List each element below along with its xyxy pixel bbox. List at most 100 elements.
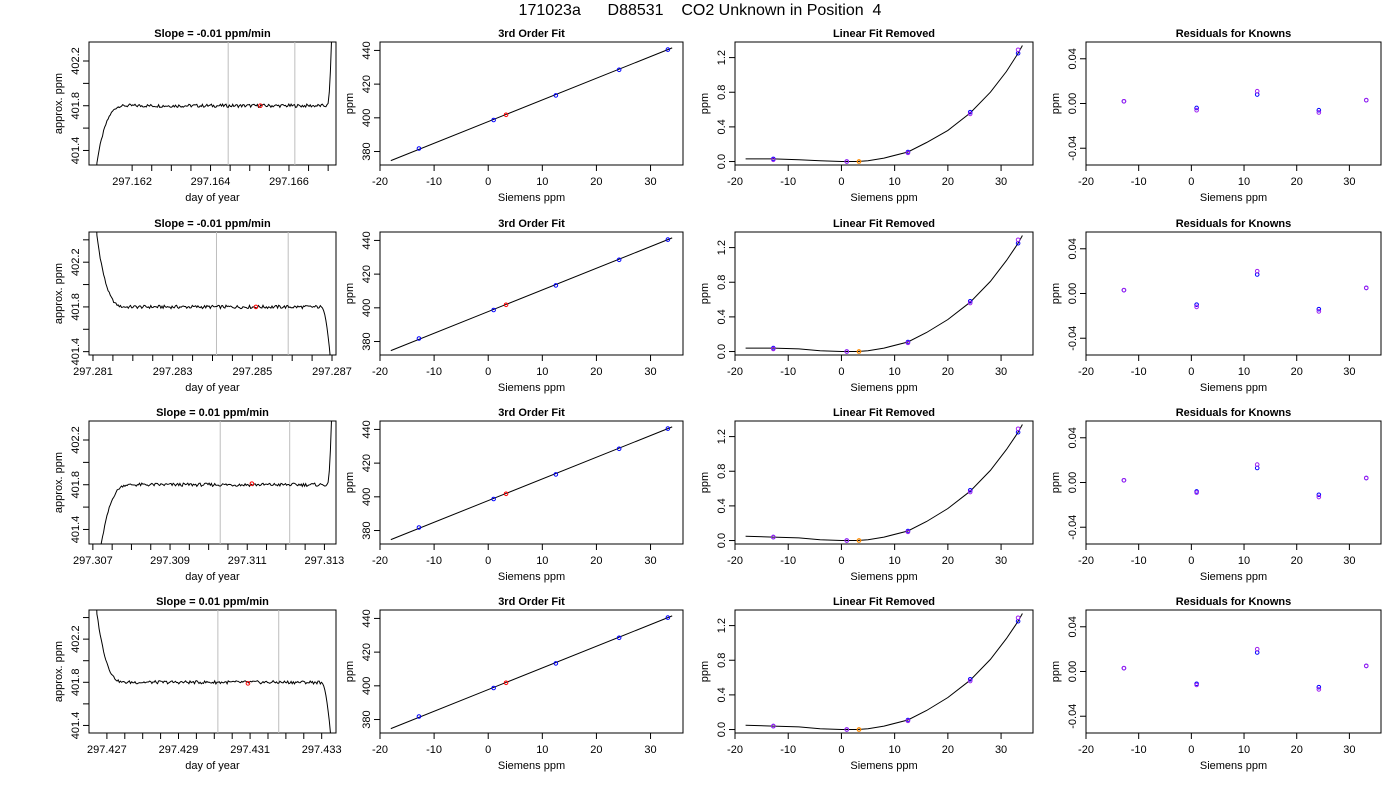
y-tick-label: 0.00 <box>1067 283 1079 304</box>
x-tick-label: 20 <box>1291 555 1303 567</box>
x-tick-label: -20 <box>372 744 388 756</box>
known-point <box>771 723 776 729</box>
known-point <box>416 336 422 341</box>
y-tick-label: 400 <box>361 109 373 127</box>
y-tick-label: 440 <box>361 420 373 438</box>
unknown-point <box>503 491 509 497</box>
panel-fit-0: 3rd Order Fit -20 -10 0 10 20 30 380 400 420 440 Si… <box>344 28 684 204</box>
plot-frame <box>379 420 684 545</box>
x-axis-label: Siemens ppm <box>498 382 565 394</box>
x-axis-label: Siemens ppm <box>498 571 565 583</box>
plot-area <box>390 237 673 352</box>
known-point <box>967 109 973 115</box>
plot-frame <box>88 420 337 545</box>
x-tick-label: 20 <box>1291 744 1303 756</box>
y-tick-label: 380 <box>361 332 373 350</box>
y-tick-label: 440 <box>361 609 373 627</box>
mean-marker <box>253 304 259 310</box>
x-tick-label: -10 <box>426 744 442 756</box>
x-tick-label: 297.429 <box>159 744 199 756</box>
trace-line <box>96 232 331 355</box>
plot-area <box>1121 462 1369 500</box>
residual-point <box>1316 684 1322 690</box>
x-tick-label: 10 <box>536 555 548 567</box>
residual-point <box>1194 107 1199 113</box>
residual-point <box>1121 287 1127 293</box>
x-tick-label: 20 <box>590 555 602 567</box>
x-tick-label: 297.311 <box>228 555 267 567</box>
plot-area <box>745 613 1023 732</box>
residual-point <box>1316 306 1322 312</box>
x-tick-label: 30 <box>644 555 656 567</box>
residual-point <box>1121 665 1127 671</box>
y-tick-label: 1.2 <box>716 50 728 65</box>
panel-residuals-3: Residuals for Knowns -20 -10 0 10 20 30 -0.04 0.… <box>1050 596 1382 772</box>
panel-title: 3rd Order Fit <box>498 596 565 608</box>
x-tick-label: 0 <box>1188 555 1194 567</box>
x-tick-label: 30 <box>1343 555 1355 567</box>
residual-point <box>1194 304 1199 310</box>
x-tick-label: 10 <box>889 366 901 378</box>
panel-title: Slope = 0.01 ppm/min <box>156 596 269 608</box>
x-axis-label: Siemens ppm <box>850 760 917 772</box>
y-tick-label: 1.2 <box>716 429 728 444</box>
x-axis-label: Siemens ppm <box>850 382 917 394</box>
x-tick-label: 297.431 <box>230 744 270 756</box>
panel-title: Slope = -0.01 ppm/min <box>154 218 271 230</box>
panel-timeseries-3: Slope = 0.01 ppm/min 297.427 297.429 297.43… <box>53 596 342 772</box>
plot-frame <box>734 231 1034 356</box>
known-point <box>491 685 496 691</box>
panel-title: Residuals for Knowns <box>1176 28 1292 40</box>
y-axis-label: approx. ppm <box>53 73 65 134</box>
x-tick-label: 0 <box>485 176 491 188</box>
x-tick-label: 30 <box>644 366 656 378</box>
y-tick-label: 0.04 <box>1067 427 1079 448</box>
y-tick-label: 0.0 <box>716 344 728 359</box>
y-tick-label: 0.4 <box>716 119 728 134</box>
y-tick-label: 420 <box>361 643 373 661</box>
x-tick-label: -20 <box>1078 555 1094 567</box>
x-tick-label: 30 <box>1343 366 1355 378</box>
y-tick-label: 401.4 <box>70 712 82 740</box>
x-axis-label: day of year <box>185 192 240 204</box>
y-tick-label: 420 <box>361 265 373 283</box>
y-tick-label: 380 <box>361 521 373 539</box>
y-tick-label: 401.4 <box>70 516 82 544</box>
x-tick-label: -10 <box>780 555 796 567</box>
panel-linear_removed-0: Linear Fit Removed -20 -10 0 10 20 30 0.0 0.4 0.8… <box>699 28 1034 204</box>
panel-residuals-0: Residuals for Knowns -20 -10 0 10 20 30 -0.04 0.… <box>1050 28 1382 204</box>
y-axis-label: approx. ppm <box>53 263 65 324</box>
plot-area <box>100 421 332 544</box>
plot-area <box>1121 646 1369 692</box>
trace-line <box>96 610 331 733</box>
y-tick-label: 0.4 <box>716 309 728 324</box>
plot-area <box>390 47 673 162</box>
x-axis-label: Siemens ppm <box>1200 192 1267 204</box>
fit-line <box>390 426 673 541</box>
panel-fit-1: 3rd Order Fit -20 -10 0 10 20 30 380 400 420 440 Si… <box>344 218 684 394</box>
known-point <box>553 661 559 666</box>
x-tick-label: -10 <box>1131 744 1147 756</box>
panel-linear_removed-1: Linear Fit Removed -20 -10 0 10 20 30 0.0 0.4 0.8… <box>699 218 1034 394</box>
x-tick-label: -10 <box>426 176 442 188</box>
x-tick-label: 20 <box>1291 176 1303 188</box>
y-tick-label: 1.2 <box>716 618 728 633</box>
x-tick-label: 30 <box>995 176 1007 188</box>
y-tick-label: 0.00 <box>1067 661 1079 682</box>
panel-title: Linear Fit Removed <box>833 407 935 419</box>
y-axis-label: ppm <box>344 283 356 304</box>
y-tick-label: 0.0 <box>716 722 728 737</box>
x-tick-label: 10 <box>1238 744 1250 756</box>
y-tick-label: 401.8 <box>70 293 82 321</box>
known-point <box>553 93 559 98</box>
panel-title: Residuals for Knowns <box>1176 596 1292 608</box>
plot-area <box>96 610 331 733</box>
x-tick-label: 10 <box>536 744 548 756</box>
x-tick-label: 0 <box>485 555 491 567</box>
x-tick-label: 30 <box>644 176 656 188</box>
x-tick-label: 297.307 <box>73 555 113 567</box>
known-point <box>905 529 911 535</box>
x-axis-label: Siemens ppm <box>850 571 917 583</box>
plot-area <box>1121 268 1369 314</box>
y-axis-label: ppm <box>699 472 711 493</box>
